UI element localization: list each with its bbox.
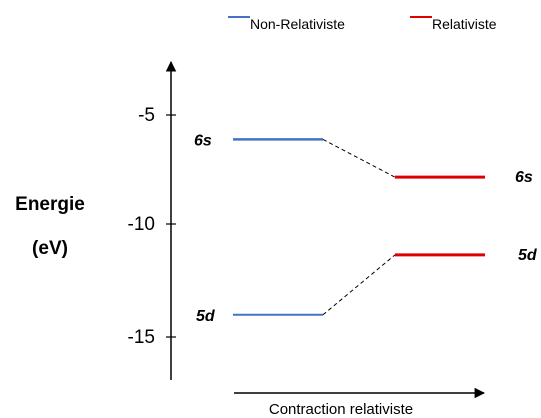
non-relativistic-levels: 6s 5d	[194, 132, 323, 325]
connector-6s	[322, 138, 396, 178]
y-axis-ticks: -5 -10 -15	[128, 105, 176, 348]
y-tick-label-minus-10: -10	[128, 214, 155, 235]
level-label-relativistic-5d: 5d	[518, 247, 538, 264]
y-axis-label-line1: Energie	[15, 194, 85, 215]
connector-5d	[322, 254, 396, 316]
level-label-non-relativistic-6s: 6s	[194, 132, 212, 149]
relativistic-levels: 6s 5d	[395, 169, 538, 264]
legend-label-relativistic: Relativiste	[432, 16, 497, 32]
y-tick-label-minus-15: -15	[128, 327, 155, 348]
y-tick-label-minus-5: -5	[138, 105, 155, 126]
y-axis-label-line2: (eV)	[32, 238, 68, 259]
x-axis-label: Contraction relativiste	[269, 401, 413, 418]
level-label-relativistic-6s: 6s	[515, 169, 533, 186]
legend: Non-Relativiste Relativiste	[228, 16, 497, 32]
legend-label-non-relativistic: Non-Relativiste	[250, 16, 345, 32]
level-label-non-relativistic-5d: 5d	[196, 308, 216, 325]
